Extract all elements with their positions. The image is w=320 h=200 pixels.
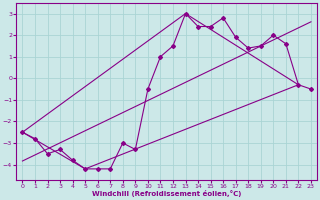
X-axis label: Windchill (Refroidissement éolien,°C): Windchill (Refroidissement éolien,°C) — [92, 190, 241, 197]
